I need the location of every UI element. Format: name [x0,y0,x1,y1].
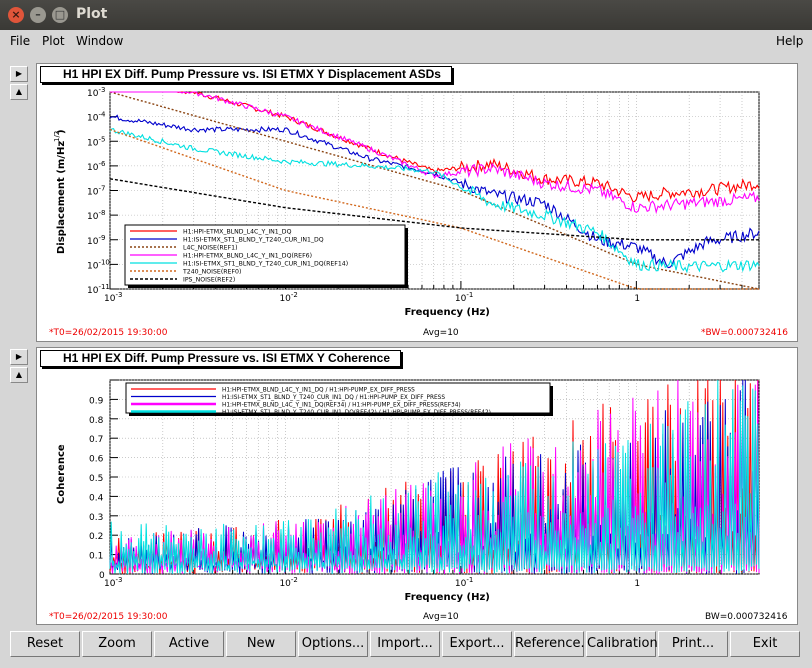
maximize-icon[interactable]: □ [52,7,68,23]
asd-series-2 [109,114,760,269]
menu-file[interactable]: File [10,34,31,48]
asd-ytick-label: 10-8 [87,209,105,222]
bot-ytick-label: 0.6 [89,455,104,465]
bot-ytick-label: 0.8 [89,416,104,426]
asd-xtick-label: 10-2 [279,291,297,304]
asd-series-5 [109,128,760,274]
bot-legend-label: H1:HPI-ETMX_BLND_L4C_Y_IN1_DQ(REF34) / H… [222,403,461,409]
bot-legend [125,382,551,414]
reference-button[interactable]: Reference... [514,631,593,657]
asd-legend-label: H1:HPI-ETMX_BLND_L4C_Y_IN1_DQ(REF6) [183,253,312,260]
bot-ytick-label: 0 [99,571,105,581]
asd-ytick-label: 10-7 [87,185,105,198]
bot-ytick-label: 0.4 [89,493,104,503]
asd-xlabel: Frequency (Hz) [405,307,490,318]
bot-ytick-label: 0.2 [89,532,103,542]
bot-ytick-label: 0.9 [89,396,104,406]
asd-ytick-label: 10-9 [87,234,105,247]
asd-legend-label: IPS_NOISE(REF2) [183,277,235,284]
bot-xtick-label: 10-3 [104,576,122,589]
bot-ylabel: Coherence [56,444,67,504]
coherence-avg: Avg=10 [423,612,459,622]
bot-xlabel: Frequency (Hz) [405,592,490,603]
window-title: Plot [76,6,108,22]
asd-avg: Avg=10 [423,328,459,338]
button-bar: Reset Zoom Active New Options... Import.… [0,628,812,662]
asd-panel: H1 HPI EX Diff. Pump Pressure vs. ISI ET… [36,63,798,342]
asd-title: H1 HPI EX Diff. Pump Pressure vs. ISI ET… [40,66,452,83]
asd-legend-label: T240_NOISE(REF0) [182,269,241,276]
bot-ytick-label: 0.7 [89,435,103,445]
asd-ytick-label: 10-5 [87,135,105,148]
new-button[interactable]: New [226,631,296,657]
asd-xtick-label: 1 [634,294,640,304]
asd-ylabel-close: ) [56,129,67,134]
coherence-title: H1 HPI EX Diff. Pump Pressure vs. ISI ET… [40,350,401,367]
export-button[interactable]: Export... [442,631,512,657]
active-button[interactable]: Active [154,631,224,657]
coherence-chart[interactable]: 10-3 10-2 10-1 1 0 0.1 0.2 0.3 0.4 0.5 0.6 0.7 0.8 0.… [37,348,799,626]
bot-series-4 [109,379,760,575]
expand-bottom-button[interactable]: ▶ [10,349,28,365]
asd-legend-label: H1:HPI-ETMX_BLND_L4C_Y_IN1_DQ [183,229,292,236]
close-icon[interactable]: × [8,7,24,23]
bot-ytick-label: 0.5 [89,474,103,484]
asd-legend-label: H1:ISI-ETMX_ST1_BLND_Y_T240_CUR_IN1_DQ [183,237,324,244]
asd-series-4 [110,91,760,215]
collapse-bottom-button[interactable]: ▲ [10,367,28,383]
bot-legend-label: H1:HPI-ETMX_BLND_L4C_Y_IN1_DQ / H1:HPI-P… [222,388,415,394]
import-button[interactable]: Import... [370,631,440,657]
bot-xtick-label: 10-1 [455,576,473,589]
asd-ytick-label: 10-6 [87,160,106,173]
asd-series-6 [109,128,759,290]
asd-ytick-label: 10-4 [87,111,106,124]
menu-window[interactable]: Window [76,34,124,48]
zoom-button[interactable]: Zoom [82,631,152,657]
asd-ytick-label: 10-10 [87,258,110,271]
menu-plot[interactable]: Plot [42,34,65,48]
asd-series-3 [109,91,760,290]
bot-ytick-label: 0.1 [89,552,103,562]
asd-xtick-label: 10-3 [104,291,122,304]
menu-help[interactable]: Help [776,34,804,48]
asd-t0: *T0=26/02/2015 19:30:00 [49,328,168,338]
bot-xtick-label: 1 [634,579,640,589]
bot-ytick-label: 0.3 [89,513,103,523]
asd-bw: *BW=0.000732416 [701,328,788,338]
bot-legend-label: H1:ISI-ETMX_ST1_BLND_Y_T240_CUR_IN1_DQ(R… [222,410,491,416]
minimize-icon[interactable]: – [30,7,46,23]
reset-button[interactable]: Reset [10,631,80,657]
collapse-top-button[interactable]: ▲ [10,84,28,100]
menubar: File Plot Window Help [0,30,812,54]
asd-legend-label: H1:ISI-ETMX_ST1_BLND_Y_T240_CUR_IN1_DQ(R… [183,261,348,268]
options-button[interactable]: Options... [298,631,368,657]
print-button[interactable]: Print... [658,631,728,657]
asd-chart[interactable]: 10-3 10-2 10-1 1 10-3 10-4 10-5 10-6 10-7 10-8 10-… [37,64,799,343]
asd-series-7 [109,178,759,241]
calibration-button[interactable]: Calibration... [586,631,670,657]
window-titlebar: × – □ Plot [0,0,812,30]
coherence-panel: H1 HPI EX Diff. Pump Pressure vs. ISI ET… [36,347,798,625]
asd-xtick-label: 10-1 [455,291,473,304]
coherence-bw: BW=0.000732416 [705,612,788,622]
expand-top-button[interactable]: ▶ [10,66,28,82]
asd-legend-label: L4C_NOISE(REF1) [183,245,238,252]
asd-ylabel-exp: 1/2 [53,131,61,142]
exit-button[interactable]: Exit [730,631,800,657]
coherence-t0: *T0=26/02/2015 19:30:00 [49,612,168,622]
bot-legend-label: H1:ISI-ETMX_ST1_BLND_Y_T240_CUR_IN1_DQ /… [222,395,445,401]
asd-ytick-label: 10-3 [87,86,105,99]
asd-ylabel: Displacement (m/Hz [56,141,67,254]
bot-xtick-label: 10-2 [279,576,297,589]
